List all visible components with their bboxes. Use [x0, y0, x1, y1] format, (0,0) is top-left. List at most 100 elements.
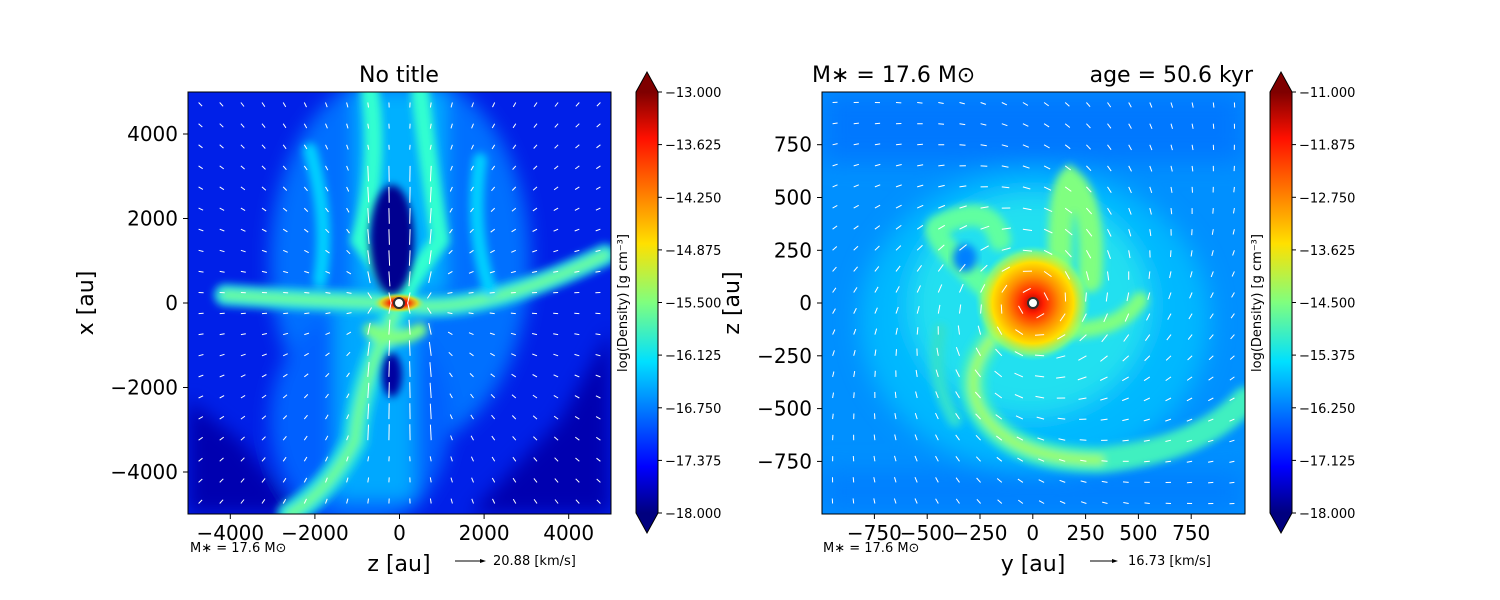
velocity-arrow	[346, 186, 350, 192]
velocity-arrow	[1188, 313, 1193, 320]
right-ytick: −750	[757, 449, 812, 473]
velocity-arrow	[853, 225, 859, 230]
velocity-arrow	[346, 228, 350, 234]
right-cb-tick: −15.375	[1299, 349, 1355, 364]
velocity-arrow	[574, 415, 580, 420]
velocity-arrow	[470, 165, 474, 171]
velocity-arrow	[873, 455, 876, 462]
velocity-arrow	[491, 414, 496, 420]
velocity-arrow	[916, 265, 923, 272]
velocity-arrow	[471, 498, 474, 504]
left-cb-tick: −13.625	[665, 139, 721, 154]
left-footnote: M∗ = 17.6 M⊙	[190, 541, 286, 556]
velocity-arrow	[874, 163, 881, 167]
velocity-arrow	[1229, 439, 1235, 443]
velocity-arrow	[575, 499, 580, 504]
velocity-arrow	[980, 264, 988, 272]
velocity-arrow	[895, 286, 900, 293]
velocity-arrow	[574, 186, 580, 191]
velocity-arrow	[1101, 480, 1108, 483]
velocity-arrow	[874, 286, 879, 293]
right-cb-tick: −17.125	[1299, 454, 1355, 469]
velocity-arrow	[1165, 418, 1172, 422]
velocity-arrow	[1034, 354, 1045, 357]
velocity-arrow	[426, 292, 432, 299]
velocity-arrow	[429, 229, 432, 244]
velocity-arrow	[261, 436, 266, 441]
velocity-arrow	[1128, 207, 1132, 215]
velocity-arrow	[490, 228, 496, 233]
velocity-arrow	[874, 349, 877, 356]
velocity-arrow	[282, 477, 287, 483]
velocity-arrow	[959, 283, 964, 293]
right-ytick: −250	[757, 344, 812, 368]
velocity-arrow	[532, 186, 538, 191]
velocity-arrow	[915, 391, 918, 399]
velocity-arrow	[511, 249, 517, 253]
velocity-arrow	[240, 374, 246, 378]
velocity-arrow	[974, 391, 981, 399]
velocity-arrow	[553, 436, 559, 441]
velocity-arrow	[1207, 439, 1214, 443]
velocity-arrow	[575, 102, 580, 107]
velocity-arrow	[553, 270, 559, 273]
velocity-arrow	[1001, 123, 1008, 127]
velocity-arrow	[574, 374, 580, 378]
velocity-arrow	[994, 370, 1003, 378]
velocity-arrow	[511, 228, 517, 233]
velocity-arrow	[346, 102, 349, 108]
velocity-arrow	[553, 353, 559, 357]
velocity-arrow	[914, 434, 918, 441]
velocity-arrow	[282, 435, 287, 441]
left-velocity-arrows	[198, 102, 601, 504]
velocity-arrow	[1165, 460, 1172, 463]
velocity-arrow	[596, 102, 601, 107]
velocity-arrow	[325, 228, 330, 234]
velocity-arrow	[409, 361, 411, 377]
velocity-arrow	[533, 123, 538, 128]
velocity-arrow	[303, 102, 307, 108]
velocity-arrow	[1001, 102, 1008, 106]
velocity-arrow	[937, 304, 941, 314]
velocity-arrow	[325, 144, 329, 150]
velocity-arrow	[1149, 165, 1153, 172]
left-ytick: −4000	[110, 460, 178, 484]
velocity-arrow	[449, 393, 453, 399]
right-xtick: 250	[1067, 521, 1105, 545]
velocity-arrow	[980, 102, 987, 105]
velocity-arrow	[853, 328, 857, 335]
velocity-arrow	[1022, 207, 1032, 211]
right-colorbar: −11.000 −11.875 −12.750 −13.625 −14.500 …	[1250, 70, 1355, 535]
left-ytick: 4000	[127, 122, 178, 146]
velocity-arrow	[917, 143, 923, 146]
velocity-arrow	[282, 102, 287, 108]
velocity-arrow	[1022, 123, 1029, 127]
velocity-arrow	[429, 403, 432, 420]
velocity-arrow	[1170, 144, 1173, 151]
velocity-arrow	[1170, 165, 1173, 172]
velocity-arrow	[219, 333, 225, 336]
left-cb-tick: −14.250	[665, 191, 721, 206]
velocity-arrow	[491, 456, 496, 462]
velocity-arrow	[469, 228, 474, 233]
velocity-arrow	[261, 249, 267, 253]
velocity-arrow	[959, 205, 967, 209]
velocity-arrow	[240, 457, 245, 462]
velocity-arrow	[938, 224, 946, 230]
velocity-arrow	[1169, 271, 1172, 279]
velocity-arrow	[596, 499, 601, 504]
velocity-arrow	[367, 292, 373, 299]
velocity-arrow	[1186, 376, 1193, 381]
velocity-arrow	[955, 413, 960, 420]
velocity-arrow	[219, 270, 225, 273]
velocity-arrow	[367, 186, 370, 203]
velocity-arrow	[1149, 123, 1153, 129]
velocity-arrow	[595, 395, 601, 399]
velocity-arrow	[1014, 394, 1024, 399]
velocity-arrow	[198, 333, 204, 336]
velocity-arrow	[388, 250, 391, 266]
velocity-arrow	[1064, 249, 1072, 258]
velocity-arrow	[346, 249, 351, 255]
velocity-arrow	[832, 392, 834, 399]
velocity-arrow	[916, 285, 921, 293]
